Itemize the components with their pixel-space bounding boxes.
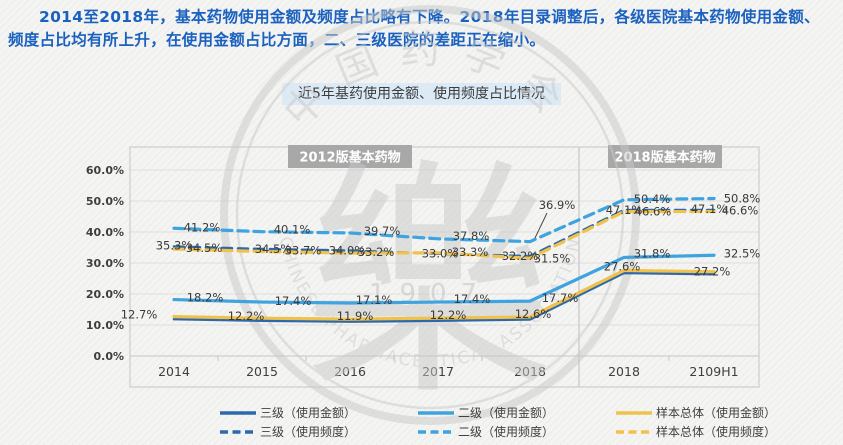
data-label: 47.1% [691, 202, 728, 216]
chart-legend: 三级（使用金额） 二级（使用金额） 样本总体（使用金额） 三级（使用频度） 二级（使用频… [219, 403, 843, 441]
data-label: 34.5% [255, 242, 292, 256]
x-tick-label: 2014 [158, 364, 190, 379]
data-label: 35.3% [156, 239, 193, 253]
data-label: 33.2% [358, 245, 395, 259]
data-label: 33.3% [452, 245, 489, 259]
section-badge-label: 2018版基本药物 [614, 150, 715, 166]
y-tick-label: 30.0% [86, 257, 124, 270]
series-line-样本总体（使用金额） [172, 268, 716, 321]
legend-item: 二级（使用金额） [417, 404, 615, 421]
data-label: 32.5% [724, 246, 761, 260]
data-label: 34.0% [329, 244, 366, 258]
data-label: 33.7% [285, 244, 322, 258]
data-label: 34.5% [186, 241, 223, 255]
x-tick-label: 2109H1 [689, 364, 738, 379]
data-label: 27.6% [604, 259, 641, 273]
y-tick-label: 50.0% [86, 195, 124, 208]
watermark-glyph: 樂 [303, 138, 553, 429]
legend-swatch-dashed [220, 429, 256, 434]
data-label: 40.1% [274, 223, 311, 237]
legend-label: 样本总体（使用频度） [656, 425, 777, 439]
data-label: 46.6% [635, 205, 672, 219]
legend-item: 二级（使用频度） [417, 423, 615, 440]
series-line-样本总体（使用频度） [172, 209, 716, 260]
header-text: 2014至2018年，基本药物使用金额及频度占比略有下降。2018年目录调整后，… [8, 8, 820, 49]
data-label: 50.4% [634, 192, 671, 206]
data-labels-layer: 18.2% 17.4% 17.1% 17.4% 17.7% 31.8% 32.5% 12.7%… [121, 192, 761, 324]
data-label: 32.2% [502, 249, 539, 263]
data-label: 17.1% [356, 293, 393, 307]
chart-title-row: 近5年基药使用金额、使用频度占比情况 [0, 83, 843, 105]
data-label: 47.1% [606, 203, 643, 217]
legend-swatch-dashed [616, 429, 652, 434]
y-tick-label: 60.0% [86, 164, 124, 177]
data-label: 36.9% [539, 198, 576, 212]
series-line-二级（使用金额） [172, 253, 716, 305]
legend-item: 三级（使用频度） [219, 423, 417, 440]
data-label: 37.8% [453, 229, 490, 243]
data-label: 27.2% [694, 265, 731, 279]
y-tick-label: 10.0% [86, 319, 124, 332]
data-label: 11.9% [337, 309, 374, 323]
legend-swatch-solid [220, 410, 256, 415]
chart-title: 近5年基药使用金额、使用频度占比情况 [282, 83, 561, 105]
y-tick-label: 20.0% [86, 288, 124, 301]
legend-label: 二级（使用金额） [458, 406, 555, 420]
y-tick-label: 40.0% [86, 226, 124, 239]
x-tick-label: 2018 [608, 364, 640, 379]
section-badge: 2012版基本药物 [288, 145, 412, 168]
data-label: 12.6% [515, 307, 552, 321]
data-label: 46.6% [722, 204, 759, 218]
label-leader-line [534, 212, 548, 239]
data-label: 17.4% [454, 292, 491, 306]
legend-swatch-dashed [418, 429, 454, 434]
y-tick-label: 0.0% [93, 350, 124, 363]
data-label: 33.0% [422, 247, 459, 261]
data-label: 31.8% [634, 246, 671, 260]
x-tick-label: 2017 [422, 364, 454, 379]
data-label: 39.7% [364, 224, 401, 238]
legend-swatch-solid [616, 410, 652, 415]
data-label: 12.2% [430, 308, 467, 322]
data-label: 17.4% [275, 294, 312, 308]
series-line-二级（使用频度） [172, 196, 716, 244]
data-label: 17.7% [542, 291, 579, 305]
data-label: 12.2% [228, 309, 265, 323]
legend-item: 样本总体（使用频度） [615, 423, 843, 440]
legend-label: 三级（使用金额） [260, 406, 357, 420]
data-label: 12.7% [121, 308, 158, 322]
section-badge-label: 2012版基本药物 [299, 150, 400, 166]
legend-label: 二级（使用频度） [458, 425, 555, 439]
axes-grid-layer: 0.0% 10.0% 20.0% 30.0% 40.0% 50.0% 60.0% 2014 20… [86, 146, 760, 388]
legend-label: 样本总体（使用金额） [656, 406, 777, 420]
section-badge: 2018版基本药物 [608, 145, 722, 168]
series-line-三级（使用金额） [172, 271, 716, 323]
legend-label: 三级（使用频度） [260, 425, 357, 439]
x-tick-label: 2016 [334, 364, 366, 379]
legend-item: 样本总体（使用金额） [615, 404, 843, 421]
legend-item: 三级（使用金额） [219, 404, 417, 421]
data-label: 31.5% [534, 251, 571, 265]
data-label: 18.2% [187, 291, 224, 305]
data-label: 50.8% [724, 192, 761, 206]
x-tick-label: 2015 [246, 364, 278, 379]
legend-swatch-solid [418, 410, 454, 415]
data-label: 41.2% [184, 220, 221, 234]
series-lines-layer [172, 196, 716, 323]
